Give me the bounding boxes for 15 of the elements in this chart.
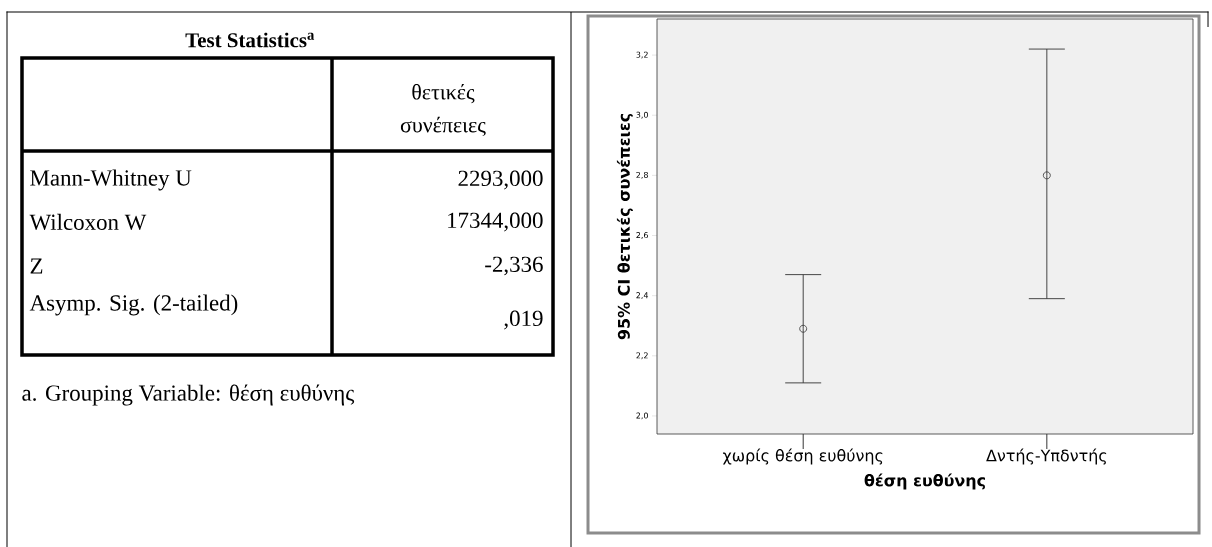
text: Test Statistics$^{a}$	[185, 32, 315, 48]
category-label: Mann-Whitney U	[30, 169, 192, 191]
text: 2293,000	[458, 170, 543, 190]
category-label: Asymp. Sig. (2-tailed)	[29, 294, 238, 316]
text: a. Grouping Variable: θέση ευθύνης	[22, 384, 355, 406]
x-tick-label: χωρίς θέση ευθύνης	[722, 448, 883, 465]
text: θετικές συνέπειες	[400, 83, 486, 137]
text: -2,336	[485, 256, 543, 276]
x-axis-title: θέση ευθύνης	[864, 473, 986, 490]
y-axis-title: 95% CI θετικές συνέπειες	[616, 113, 633, 340]
text: ,019	[504, 310, 543, 330]
text: 17344,000	[448, 212, 543, 232]
category-label: Wilcoxon W	[29, 213, 147, 231]
category-label: Z	[30, 258, 43, 274]
x-tick-label: Δντής-Υπδντής	[986, 448, 1107, 465]
